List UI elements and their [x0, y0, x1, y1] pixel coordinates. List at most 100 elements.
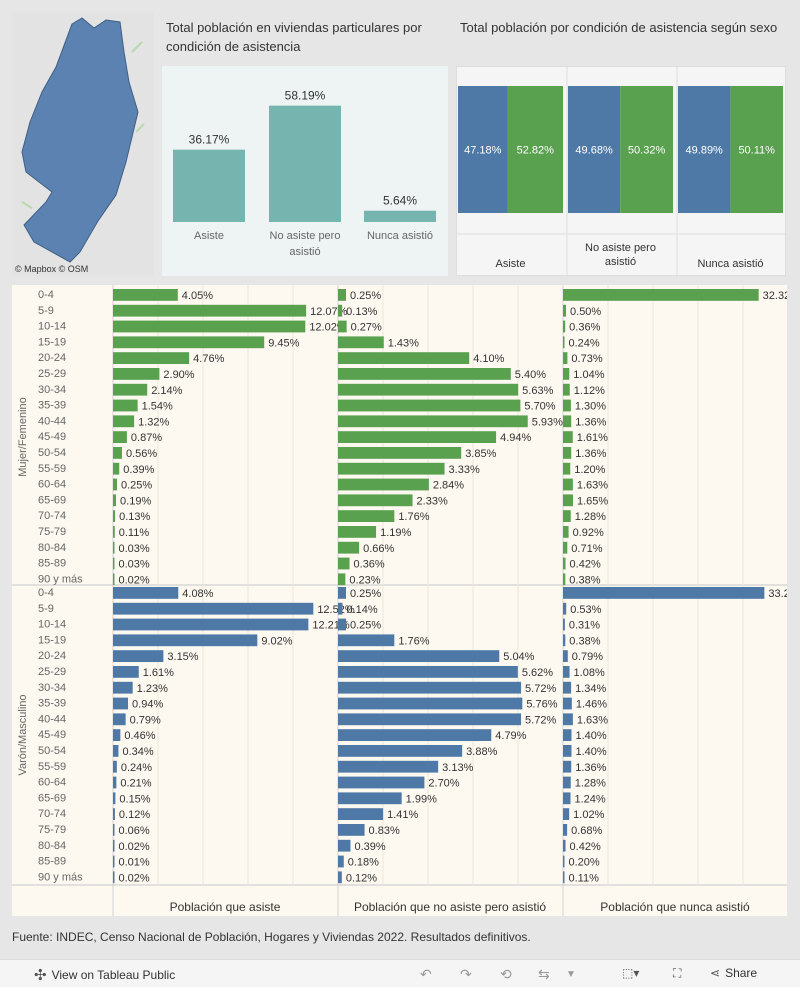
- pyramid-bar[interactable]: [113, 573, 115, 586]
- pyramid-bar[interactable]: [113, 526, 115, 538]
- bar-1[interactable]: [269, 105, 341, 222]
- pyramid-bar[interactable]: [338, 557, 350, 570]
- pyramid-bar[interactable]: [338, 824, 365, 836]
- pyramid-bar[interactable]: [338, 573, 346, 586]
- pyramid-bar[interactable]: [563, 666, 570, 678]
- pyramid-bar[interactable]: [563, 760, 572, 773]
- pyramid-bar[interactable]: [338, 399, 521, 412]
- refresh-icon[interactable]: ⇆: [538, 966, 550, 982]
- pyramid-bar[interactable]: [113, 447, 122, 459]
- pyramid-bar[interactable]: [563, 541, 568, 554]
- pyramid-bar[interactable]: [563, 792, 571, 805]
- view-on-tableau-link[interactable]: ✣ View on Tableau Public: [34, 966, 175, 984]
- pyramid-bar[interactable]: [338, 697, 523, 710]
- pyramid-bar[interactable]: [563, 557, 566, 570]
- pyramid-bar[interactable]: [113, 808, 115, 820]
- pyramid-bar[interactable]: [563, 336, 565, 349]
- pyramid-bar[interactable]: [113, 855, 115, 868]
- pyramid-bar[interactable]: [338, 368, 511, 380]
- pyramid-bar[interactable]: [338, 336, 384, 349]
- pyramid-bar[interactable]: [563, 494, 573, 507]
- pyramid-bar[interactable]: [113, 399, 138, 412]
- pyramid-bar[interactable]: [113, 587, 179, 599]
- pyramid-bar[interactable]: [338, 383, 519, 396]
- pyramid-bar[interactable]: [563, 383, 570, 396]
- pyramid-bar[interactable]: [338, 415, 528, 428]
- pyramid-bar[interactable]: [338, 494, 413, 507]
- pyramid-bar[interactable]: [113, 541, 115, 554]
- pyramid-bar[interactable]: [563, 729, 572, 741]
- redo-icon[interactable]: ↷: [460, 966, 472, 982]
- pyramid-bar[interactable]: [563, 745, 572, 757]
- pyramid-bar[interactable]: [338, 320, 347, 333]
- pyramid-bar[interactable]: [113, 510, 116, 522]
- pyramid-bar[interactable]: [338, 431, 497, 443]
- pyramid-bar[interactable]: [113, 602, 314, 615]
- pyramid-bar[interactable]: [338, 650, 500, 662]
- pyramid-bar[interactable]: [563, 399, 571, 412]
- pyramid-bar[interactable]: [563, 415, 572, 428]
- pyramid-bar[interactable]: [563, 681, 572, 694]
- pyramid-bar[interactable]: [113, 494, 117, 507]
- pyramid-bar[interactable]: [113, 871, 115, 884]
- pyramid-bar[interactable]: [113, 415, 135, 428]
- pyramid-bar[interactable]: [563, 431, 573, 443]
- pyramid-bar[interactable]: [563, 602, 567, 615]
- pyramid-bar[interactable]: [338, 447, 462, 459]
- pyramid-bar[interactable]: [563, 587, 765, 599]
- pyramid-bar[interactable]: [563, 650, 568, 662]
- pyramid-bar[interactable]: [563, 808, 570, 820]
- pyramid-bar[interactable]: [113, 336, 265, 349]
- pyramid-bar[interactable]: [338, 526, 377, 538]
- map-svg[interactable]: [12, 12, 154, 276]
- pyramid-bar[interactable]: [338, 681, 522, 694]
- pyramid-bar[interactable]: [338, 776, 425, 789]
- pyramid-bar[interactable]: [563, 289, 759, 301]
- pyramid-bar[interactable]: [338, 808, 384, 820]
- pyramid-bar[interactable]: [563, 368, 570, 380]
- undo-icon[interactable]: ↶: [420, 966, 432, 982]
- segment-Mujer/Femenino[interactable]: [620, 86, 673, 213]
- pyramid-bar[interactable]: [563, 855, 565, 868]
- pyramid-bar[interactable]: [113, 478, 117, 491]
- pyramid-bar[interactable]: [113, 792, 116, 805]
- pyramid-bar[interactable]: [338, 713, 522, 726]
- mapbox-attribution[interactable]: © Mapbox: [15, 264, 57, 274]
- pyramid-bar[interactable]: [338, 729, 492, 741]
- fullscreen-icon[interactable]: ⛶: [673, 966, 682, 980]
- chevron-down-icon[interactable]: ▼: [566, 969, 576, 980]
- pyramid-bar[interactable]: [338, 634, 395, 647]
- pyramid-bar[interactable]: [338, 855, 344, 868]
- map-panel[interactable]: © Mapbox © OSM: [12, 12, 154, 276]
- bar-2[interactable]: [364, 210, 436, 222]
- share-button[interactable]: ⋖ Share: [710, 966, 757, 980]
- pyramid-bar[interactable]: [113, 666, 139, 678]
- pyramid-bar[interactable]: [563, 871, 565, 884]
- osm-attribution[interactable]: © OSM: [58, 264, 89, 274]
- pyramid-bar[interactable]: [113, 745, 119, 757]
- pyramid-bar[interactable]: [113, 650, 164, 662]
- revert-icon[interactable]: ⟲: [500, 966, 512, 982]
- pyramid-bar[interactable]: [113, 368, 160, 380]
- pyramid-bar[interactable]: [563, 320, 566, 333]
- pyramid-bar[interactable]: [563, 776, 571, 789]
- pyramid-bar[interactable]: [563, 634, 566, 647]
- pyramid-bar[interactable]: [563, 697, 572, 710]
- pyramid-bar[interactable]: [563, 462, 571, 475]
- pyramid-bar[interactable]: [563, 839, 566, 852]
- segment-Mujer/Femenino[interactable]: [730, 86, 783, 213]
- pyramid-bar[interactable]: [338, 666, 518, 678]
- pyramid-bar[interactable]: [113, 681, 133, 694]
- pyramid-bar[interactable]: [338, 839, 351, 852]
- segment-Varón/Masculino[interactable]: [458, 86, 508, 213]
- pyramid-bar[interactable]: [113, 462, 120, 475]
- bar-0[interactable]: [173, 149, 245, 222]
- pyramid-bar[interactable]: [113, 352, 190, 364]
- pyramid-bar[interactable]: [113, 713, 126, 726]
- pyramid-bar[interactable]: [563, 304, 567, 317]
- pyramid-bar[interactable]: [338, 510, 395, 522]
- pyramid-bar[interactable]: [113, 383, 148, 396]
- pyramid-bar[interactable]: [338, 760, 439, 773]
- pyramid-bar[interactable]: [563, 510, 571, 522]
- pyramid-bar[interactable]: [338, 587, 346, 599]
